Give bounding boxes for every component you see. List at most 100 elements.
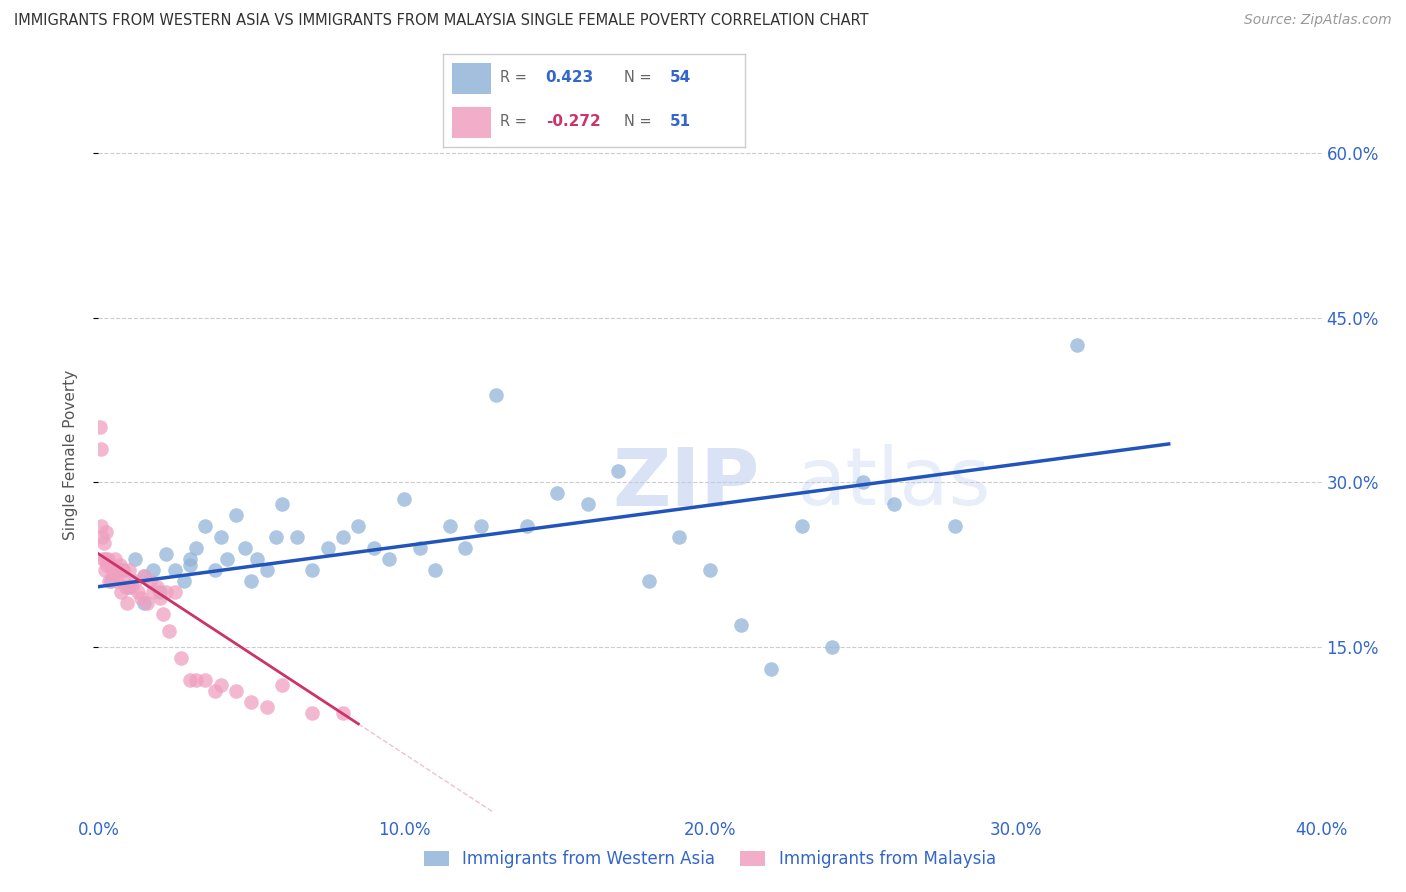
Point <box>108 558 131 572</box>
Point <box>111 563 134 577</box>
Text: atlas: atlas <box>796 444 990 523</box>
Point <box>157 624 180 638</box>
Point <box>470 519 492 533</box>
Point <box>821 640 844 654</box>
Point <box>225 684 247 698</box>
Point <box>194 673 217 687</box>
Point <box>233 541 256 556</box>
Point <box>149 591 172 605</box>
Point <box>134 596 156 610</box>
Text: IMMIGRANTS FROM WESTERN ASIA VS IMMIGRANTS FROM MALAYSIA SINGLE FEMALE POVERTY C: IMMIGRANTS FROM WESTERN ASIA VS IMMIGRAN… <box>14 13 869 29</box>
Point <box>270 497 294 511</box>
Point <box>240 695 263 709</box>
Point <box>699 563 721 577</box>
Point <box>209 678 232 692</box>
Point <box>256 563 278 577</box>
Point <box>638 574 661 589</box>
Legend: Immigrants from Western Asia, Immigrants from Malaysia: Immigrants from Western Asia, Immigrants… <box>418 844 1002 875</box>
Text: R =: R = <box>501 114 527 129</box>
Point <box>124 574 146 589</box>
Point <box>90 442 112 457</box>
Point <box>240 574 263 589</box>
Point <box>90 519 112 533</box>
Y-axis label: Single Female Poverty: Single Female Poverty <box>63 370 77 540</box>
Point <box>332 706 354 720</box>
Point <box>363 541 385 556</box>
Point <box>546 486 568 500</box>
Text: 51: 51 <box>669 114 690 129</box>
Point <box>347 519 370 533</box>
Point <box>408 541 430 556</box>
Point <box>124 552 146 566</box>
Point <box>98 574 121 589</box>
Point <box>607 464 630 478</box>
Text: N =: N = <box>624 114 652 129</box>
Point <box>883 497 905 511</box>
Point <box>155 585 177 599</box>
Point <box>264 530 287 544</box>
Point <box>134 568 156 582</box>
Point <box>105 574 128 589</box>
Point <box>301 706 323 720</box>
Point <box>204 684 226 698</box>
Point <box>270 678 294 692</box>
Bar <box>451 107 491 138</box>
Point <box>204 563 226 577</box>
Text: R =: R = <box>501 70 527 86</box>
Point <box>111 563 134 577</box>
Point <box>100 574 122 589</box>
Point <box>576 497 599 511</box>
Point <box>142 585 165 599</box>
Point <box>129 591 152 605</box>
Point <box>761 662 783 676</box>
Point <box>179 673 201 687</box>
Point <box>91 552 114 566</box>
Point <box>256 700 278 714</box>
Point <box>170 651 193 665</box>
Text: N =: N = <box>624 70 652 86</box>
Point <box>97 552 120 566</box>
Point <box>118 563 141 577</box>
Point <box>121 580 143 594</box>
Point <box>186 673 208 687</box>
Point <box>127 585 149 599</box>
Point <box>179 552 201 566</box>
Point <box>943 519 966 533</box>
Point <box>316 541 339 556</box>
Point <box>173 574 195 589</box>
Point <box>155 547 177 561</box>
Point <box>209 530 232 544</box>
Point <box>94 552 117 566</box>
Point <box>392 491 416 506</box>
Point <box>485 387 508 401</box>
Point <box>1066 338 1088 352</box>
Point <box>91 530 114 544</box>
Point <box>107 563 129 577</box>
Point <box>118 580 141 594</box>
Text: 54: 54 <box>669 70 690 86</box>
Point <box>852 475 875 490</box>
Point <box>115 580 138 594</box>
Point <box>149 585 172 599</box>
Point <box>145 580 167 594</box>
Point <box>117 596 139 610</box>
Point <box>112 574 135 589</box>
Point <box>139 574 162 589</box>
Point <box>93 535 115 549</box>
Point <box>103 568 125 582</box>
Point <box>179 558 201 572</box>
Text: -0.272: -0.272 <box>546 114 600 129</box>
Point <box>516 519 538 533</box>
Point <box>790 519 813 533</box>
Point <box>730 618 752 632</box>
Point <box>134 568 156 582</box>
Point <box>96 558 118 572</box>
Point <box>101 563 124 577</box>
Point <box>142 563 165 577</box>
Point <box>215 552 238 566</box>
Text: Source: ZipAtlas.com: Source: ZipAtlas.com <box>1244 13 1392 28</box>
Point <box>225 508 247 523</box>
Text: ZIP: ZIP <box>612 444 759 523</box>
Point <box>454 541 477 556</box>
Point <box>194 519 217 533</box>
